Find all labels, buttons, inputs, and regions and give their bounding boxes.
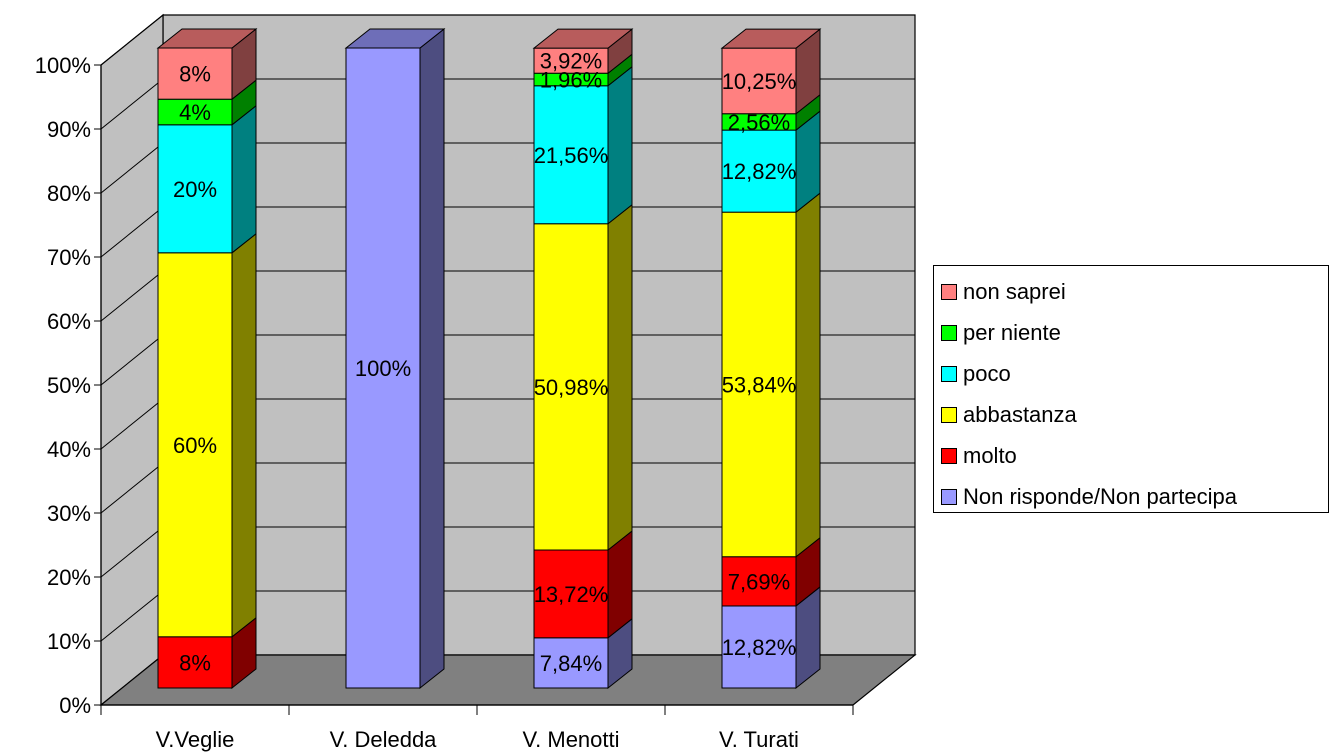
data-label: 20% bbox=[173, 177, 217, 202]
data-label: 13,72% bbox=[534, 582, 609, 607]
data-label: 7,84% bbox=[540, 651, 602, 676]
data-label: 12,82% bbox=[722, 159, 797, 184]
data-label: 50,98% bbox=[534, 375, 609, 400]
bar-top bbox=[532, 28, 634, 49]
bar-side bbox=[607, 203, 633, 552]
legend-item: abbastanza bbox=[941, 394, 1328, 435]
y-tick-label: 60% bbox=[47, 309, 91, 334]
legend-label: poco bbox=[963, 360, 1011, 386]
bar-side bbox=[231, 104, 257, 254]
bar-segment bbox=[157, 47, 233, 100]
data-label: 60% bbox=[173, 433, 217, 458]
legend-swatch bbox=[941, 488, 957, 505]
bar-segment bbox=[533, 47, 609, 74]
legend-swatch bbox=[941, 365, 957, 382]
legend-label: molto bbox=[963, 442, 1017, 468]
bar-top bbox=[344, 28, 446, 49]
data-label: 10,25% bbox=[722, 69, 797, 94]
y-tick-label: 70% bbox=[47, 245, 91, 270]
bar-segment bbox=[157, 98, 233, 126]
data-label: 1,96% bbox=[540, 67, 602, 92]
y-tick-label: 100% bbox=[35, 53, 91, 78]
y-tick-label: 90% bbox=[47, 117, 91, 142]
data-label: 8% bbox=[179, 62, 211, 87]
bar-segment bbox=[721, 47, 797, 115]
bar-segment bbox=[533, 223, 609, 551]
bar-segment bbox=[157, 252, 233, 638]
data-label: 21,56% bbox=[534, 143, 609, 168]
y-tick-label: 30% bbox=[47, 501, 91, 526]
y-tick-label: 50% bbox=[47, 373, 91, 398]
data-label: 53,84% bbox=[722, 372, 797, 397]
x-tick-label: V.Veglie bbox=[156, 727, 235, 752]
bar-top bbox=[720, 28, 822, 49]
bar-segment bbox=[721, 211, 797, 558]
bar-segment bbox=[345, 47, 421, 689]
legend-label: non saprei bbox=[963, 278, 1066, 304]
bar-segment bbox=[721, 556, 797, 607]
bar-segment bbox=[533, 549, 609, 639]
data-label: 8% bbox=[179, 650, 211, 675]
y-tick-label: 10% bbox=[47, 629, 91, 654]
bar-side bbox=[419, 27, 445, 690]
legend-item: poco bbox=[941, 353, 1328, 394]
x-tick-label: V. Menotti bbox=[522, 727, 619, 752]
bar-side bbox=[607, 65, 633, 225]
legend-label: Non risponde/Non partecipa bbox=[963, 483, 1237, 509]
y-tick-label: 0% bbox=[59, 693, 91, 718]
legend-swatch bbox=[941, 324, 957, 341]
legend-swatch bbox=[941, 406, 957, 423]
data-label: 12,82% bbox=[722, 635, 797, 660]
data-labels: 8% 60% 20% 4% 8% 100% 7,84% 13,72% 50,98% 21,56% 1… bbox=[173, 49, 796, 676]
bar-segment bbox=[721, 129, 797, 213]
legend-item: per niente bbox=[941, 312, 1328, 353]
bar-segment bbox=[533, 85, 609, 225]
bar-segment bbox=[533, 637, 609, 689]
bars bbox=[156, 27, 822, 690]
legend-label: abbastanza bbox=[963, 401, 1077, 427]
bar-side bbox=[231, 232, 257, 638]
data-label: 7,69% bbox=[728, 569, 790, 594]
bar-segment bbox=[721, 605, 797, 689]
bar-top bbox=[156, 28, 258, 49]
legend-item: non saprei bbox=[941, 271, 1328, 312]
y-tick-label: 20% bbox=[47, 565, 91, 590]
x-tick-label: V. Turati bbox=[719, 727, 799, 752]
x-tick-label: V. Deledda bbox=[330, 727, 438, 752]
legend-swatch bbox=[941, 283, 957, 300]
bar-side bbox=[795, 192, 821, 558]
legend: non saprei per niente poco abbastanza mo… bbox=[933, 265, 1329, 513]
data-label: 2,56% bbox=[728, 110, 790, 135]
legend-item: Non risponde/Non partecipa bbox=[941, 476, 1328, 517]
y-tick-label: 80% bbox=[47, 181, 91, 206]
gridline bbox=[100, 14, 915, 66]
legend-label: per niente bbox=[963, 319, 1061, 345]
legend-swatch bbox=[941, 447, 957, 464]
data-label: 100% bbox=[355, 356, 411, 381]
axes: 0% 10% 20% 30% 40% 50% 60% 70% 80% 90% 100% V.Vegli… bbox=[35, 53, 854, 752]
data-label: 3,92% bbox=[540, 49, 602, 74]
legend-item: molto bbox=[941, 435, 1328, 476]
data-label: 4% bbox=[179, 100, 211, 125]
y-tick-label: 40% bbox=[47, 437, 91, 462]
bar-segment bbox=[157, 124, 233, 254]
